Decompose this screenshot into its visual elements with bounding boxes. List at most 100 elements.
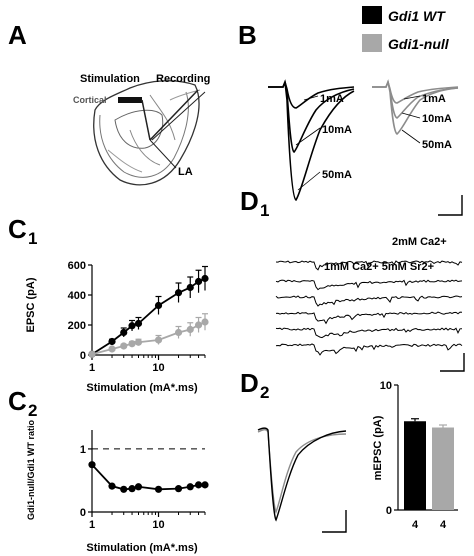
c1-y-tick-label: 400 [68,290,86,302]
c1-data-point [186,283,194,292]
c2-x-tick-label: 1 [89,519,95,531]
panel-label-c2-sub: 2 [28,401,37,420]
panel-label-d1-sub: 1 [260,201,269,220]
label-b-wt-10ma: 10mA [322,124,352,136]
label-d1-bottom: 1mM Ca2+ 5mM Sr2+ [324,261,434,273]
d1-trace-sr-2 [275,295,463,307]
label-b-null-1ma: 1mA [422,93,446,105]
c1-axes: 1 10 0 200 400 600 [68,260,206,374]
c2-data-point [134,483,143,491]
amygdala-region [114,109,164,149]
d2-y-axis-label: mEPSC (pA) [372,415,384,480]
c2-y-axis-label: Gdi1-null/Gdi1 WT ratio [26,420,36,521]
pointer-null-10ma [401,112,421,119]
pointer-wt-1ma [303,95,319,101]
c1-data-point [128,340,136,348]
c2-data-point [174,485,183,493]
c1-data-point [174,328,183,337]
c1-data-point [120,328,128,337]
la-pointer [149,139,177,169]
c1-data-point [108,337,116,346]
slice-outline [93,80,200,186]
panel-label-c1-sub: 1 [28,229,37,248]
c1-x-tick-label: 10 [152,362,164,374]
c2-x-tick-label: 10 [152,519,164,531]
label-cortical: Cortical [73,95,107,105]
panel-label-d1: D [240,186,259,216]
d1-trace-sr-5 [275,343,463,356]
label-b-wt-50ma: 50mA [322,169,352,181]
pointer-wt-50ma [297,171,321,191]
d1-trace-sr-4 [275,327,463,339]
brain-slice-schematic [93,80,201,186]
c1-x-tick-label: 1 [89,362,95,374]
slice-fiber [129,129,161,166]
panel-label-c1: C [8,214,27,244]
slice-contour-lower [107,149,143,173]
c1-data-point [154,301,163,310]
c2-x-axis-label: Stimulation (mA*.ms) [86,542,198,554]
label-stimulation: Stimulation [80,73,140,85]
c2-data-point [201,481,209,489]
c1-data-point [201,318,209,326]
c2-data-point [120,485,128,493]
c2-marks [88,461,209,493]
c2-series-line [91,464,205,491]
c2-y-tick-label: 1 [80,444,86,456]
recording-electrode-2 [151,91,206,141]
d2-trace-null [257,429,347,514]
legend-label-wt: Gdi1 WT [388,8,446,24]
slice-inner-contour [99,91,189,178]
d2-n-label: 4 [440,519,447,531]
c1-data-point [108,345,116,353]
c2-data-point [128,485,136,493]
pointer-null-50ma [401,129,421,144]
c1-data-point [154,336,163,344]
pointer-null-1ma [403,95,421,100]
c1-data-point [128,322,136,330]
panel-label-c2: C [8,386,27,416]
external-capsule [149,94,176,141]
label-b-wt-1ma: 1mA [320,93,344,105]
trace-null-50ma [372,79,459,135]
c2-data-point [186,483,194,491]
d2-y-tick-label: 0 [386,505,392,517]
c2-data-point [88,461,96,469]
label-recording: Recording [156,73,210,85]
stimulation-electrode-tip [141,99,151,141]
scale-bar-d1 [440,353,465,372]
c1-data-point [134,319,143,328]
d2-axes: 0 10 [380,380,458,517]
c2-data-point [108,482,116,490]
stimulation-electrode [118,97,142,103]
d2-bar [432,427,454,510]
d2-bar [404,421,426,510]
c1-y-axis-label: EPSC (pA) [25,277,37,332]
c1-data-point [194,321,203,329]
pointer-wt-10ma [295,127,321,146]
panel-label-a: A [8,20,27,50]
d2-traces [257,427,347,522]
c2-data-point [194,481,203,489]
panel-b-null-traces [372,79,459,135]
c1-data-point [134,338,143,346]
c1-data-point [120,342,128,350]
c1-data-point [88,350,96,358]
d2-trace-wt [257,427,347,522]
panel-label-b: B [238,20,257,50]
trace-wt-1ma [268,79,355,109]
d1-trace-ca [275,260,463,271]
chart-c1: 1 10 0 200 400 600 Stimulation (mA*.ms) EPSC … [25,260,209,394]
scale-bar-b [438,195,463,216]
c2-data-point [154,485,163,493]
label-b-null-10ma: 10mA [422,113,452,125]
label-d1-top: 2mM Ca2+ [392,236,447,248]
c2-y-tick-label: 0 [80,507,86,519]
label-b-null-50ma: 50mA [422,139,452,151]
d2-n-label: 4 [412,519,419,531]
legend: Gdi1 WT Gdi1-null [362,6,450,52]
